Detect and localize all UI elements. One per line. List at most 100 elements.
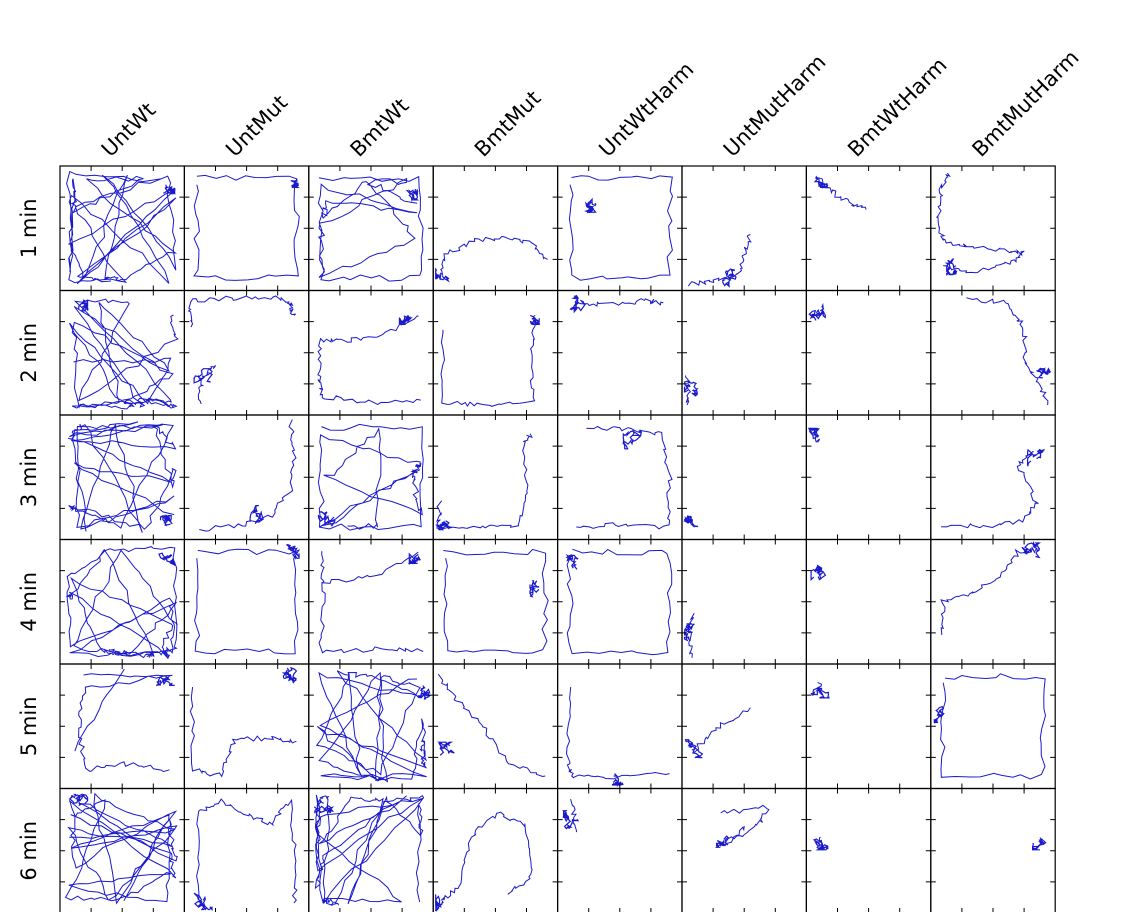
trajectory-line xyxy=(66,170,178,285)
panel-frame xyxy=(930,165,1056,292)
panel-frame xyxy=(432,165,559,292)
column-label-bmtmutharm: BmtMutHarm xyxy=(968,45,1084,161)
panel-frame xyxy=(183,165,310,292)
trajectory-cluster xyxy=(684,739,704,759)
trajectory-cluster xyxy=(714,835,730,848)
trajectory-line xyxy=(576,425,673,530)
trajectory-line xyxy=(966,297,1049,405)
panel-ticks xyxy=(433,166,558,291)
panel-untmutharm-3-min xyxy=(681,414,808,541)
panel-untwtharm-2-min xyxy=(556,289,683,416)
trajectory-cluster xyxy=(611,773,625,788)
trajectory-cluster xyxy=(569,294,587,314)
panel-ticks xyxy=(60,539,185,664)
panel-ticks xyxy=(60,166,185,291)
panel-untmut-6-min xyxy=(183,787,310,912)
trajectory-line xyxy=(815,176,867,210)
trajectory-cluster xyxy=(1021,540,1042,559)
row-label-3-min: 3 min xyxy=(17,447,41,507)
trajectory-cluster xyxy=(436,741,455,756)
column-labels: UntWt UntMut BmtWt BmtMut UntWtHarm UntMutHar… xyxy=(97,45,1084,161)
trajectory-line xyxy=(197,364,216,405)
trajectory-line xyxy=(74,668,125,752)
panel-frame xyxy=(432,414,559,541)
trajectory-cluster xyxy=(434,267,450,283)
panel-bmtwtharm-5-min xyxy=(805,663,932,790)
panel-bmtmut-2-min xyxy=(432,289,559,416)
trajectory-cluster xyxy=(163,184,176,195)
panel-frame xyxy=(681,414,808,541)
column-label-untwt: UntWt xyxy=(97,98,161,162)
row-label-5-min: 5 min xyxy=(17,696,41,756)
trajectory-line xyxy=(566,548,673,656)
panel-ticks xyxy=(60,664,185,789)
panel-untmut-4-min xyxy=(183,538,310,665)
panel-ticks xyxy=(60,415,185,540)
trajectory-line xyxy=(687,234,752,287)
row-label-2-min: 2 min xyxy=(17,323,41,383)
trajectory-cluster xyxy=(159,514,173,527)
panel-frame xyxy=(59,787,186,912)
panel-ticks xyxy=(557,290,682,415)
panel-frame xyxy=(681,787,808,912)
panel-ticks xyxy=(308,290,434,415)
trajectory-cluster xyxy=(584,197,597,214)
trajectory-line xyxy=(67,421,177,533)
panel-untwtharm-5-min xyxy=(556,663,683,790)
trajectory-line xyxy=(436,433,533,530)
trajectory-line xyxy=(187,295,297,328)
panel-ticks xyxy=(433,788,558,912)
panel-bmtwtharm-4-min xyxy=(805,538,932,665)
panel-ticks xyxy=(308,415,434,540)
trajectory-cluster xyxy=(1027,448,1045,467)
panel-ticks xyxy=(184,539,309,664)
trajectory-cluster xyxy=(1032,836,1047,851)
trajectory-cluster xyxy=(529,314,540,326)
panel-ticks xyxy=(557,166,682,291)
panel-untwtharm-6-min xyxy=(556,787,683,912)
trajectory-cluster xyxy=(314,798,335,814)
trajectory-cluster xyxy=(407,552,421,565)
panel-ticks xyxy=(60,788,185,912)
trajectory-cluster xyxy=(286,544,300,560)
panel-untwt-2-min xyxy=(59,289,186,416)
trajectory-cluster xyxy=(435,520,453,531)
panel-frame xyxy=(805,289,932,416)
panel-frame xyxy=(183,787,310,912)
panel-ticks xyxy=(557,539,682,664)
panel-ticks xyxy=(930,539,1056,664)
panel-frame xyxy=(432,663,559,790)
panel-ticks xyxy=(60,290,185,415)
panel-bmtmut-3-min xyxy=(432,414,559,541)
panel-untmut-5-min xyxy=(183,663,310,790)
panel-frame xyxy=(183,538,310,665)
trajectory-cluster xyxy=(290,178,301,189)
trajectory-line xyxy=(65,546,178,660)
trajectory-cluster xyxy=(565,553,579,570)
panel-ticks xyxy=(682,415,807,540)
panel-untmutharm-5-min xyxy=(681,663,808,790)
panel-frame xyxy=(805,538,932,665)
trajectory-line xyxy=(570,798,578,833)
trajectory-line xyxy=(196,798,298,904)
trajectory-cluster xyxy=(193,368,213,384)
trajectory-cluster xyxy=(156,675,175,687)
trajectory-cluster xyxy=(281,666,298,684)
panel-untmut-1-min xyxy=(183,165,310,292)
trajectory-line xyxy=(720,804,770,846)
row-label-1-min: 1 min xyxy=(17,198,41,258)
panel-bmtmutharm-1-min xyxy=(930,165,1056,292)
panel-ticks xyxy=(184,166,309,291)
trajectory-line xyxy=(318,551,424,654)
panel-bmtwt-5-min xyxy=(308,663,434,790)
trajectory-cluster xyxy=(812,838,829,851)
trajectory-line xyxy=(940,546,1037,635)
panel-untwt-3-min xyxy=(59,414,186,541)
trajectory-line xyxy=(440,811,533,901)
panel-ticks xyxy=(557,415,682,540)
panel-bmtmutharm-4-min xyxy=(930,538,1056,665)
panel-ticks xyxy=(308,788,434,912)
trajectory-line xyxy=(693,707,751,753)
trajectory-line xyxy=(317,423,424,531)
panel-bmtwt-2-min xyxy=(308,289,434,416)
